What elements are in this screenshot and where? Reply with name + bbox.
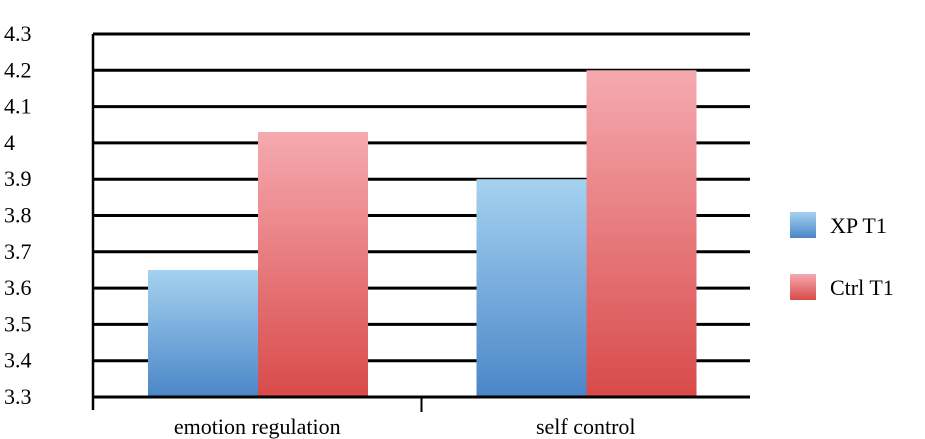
axes	[91, 34, 750, 412]
y-tick-label: 4.3	[4, 21, 32, 46]
y-tick-label: 3.6	[4, 275, 32, 300]
bar-1-1	[586, 70, 697, 398]
y-tick-label: 3.7	[4, 239, 32, 264]
y-tick-label: 4.1	[4, 94, 32, 119]
bar-0-1	[476, 179, 587, 397]
y-tick-label: 3.9	[4, 166, 32, 191]
x-category-label: self control	[536, 414, 636, 439]
legend-swatch	[790, 212, 816, 238]
bar-1-0	[258, 132, 368, 397]
legend-label: XP T1	[830, 213, 887, 238]
bar-0-0	[148, 269, 258, 397]
legend-label: Ctrl T1	[830, 275, 894, 300]
legend: XP T1 Ctrl T1	[790, 212, 894, 300]
y-tick-label: 3.3	[4, 384, 32, 409]
y-axis-tick-labels: 3.3 3.4 3.5 3.6 3.7 3.8 3.9 4 4.1 4.2 4.3	[4, 21, 32, 409]
x-category-label: emotion regulation	[174, 414, 341, 439]
y-tick-label: 3.5	[4, 311, 32, 336]
x-axis-category-labels: emotion regulation self control	[174, 414, 636, 439]
bars	[148, 70, 697, 398]
y-tick-label: 4	[4, 130, 15, 155]
y-tick-label: 3.8	[4, 203, 32, 228]
y-tick-label: 3.4	[4, 348, 32, 373]
legend-swatch	[790, 274, 816, 300]
y-tick-label: 4.2	[4, 57, 32, 82]
